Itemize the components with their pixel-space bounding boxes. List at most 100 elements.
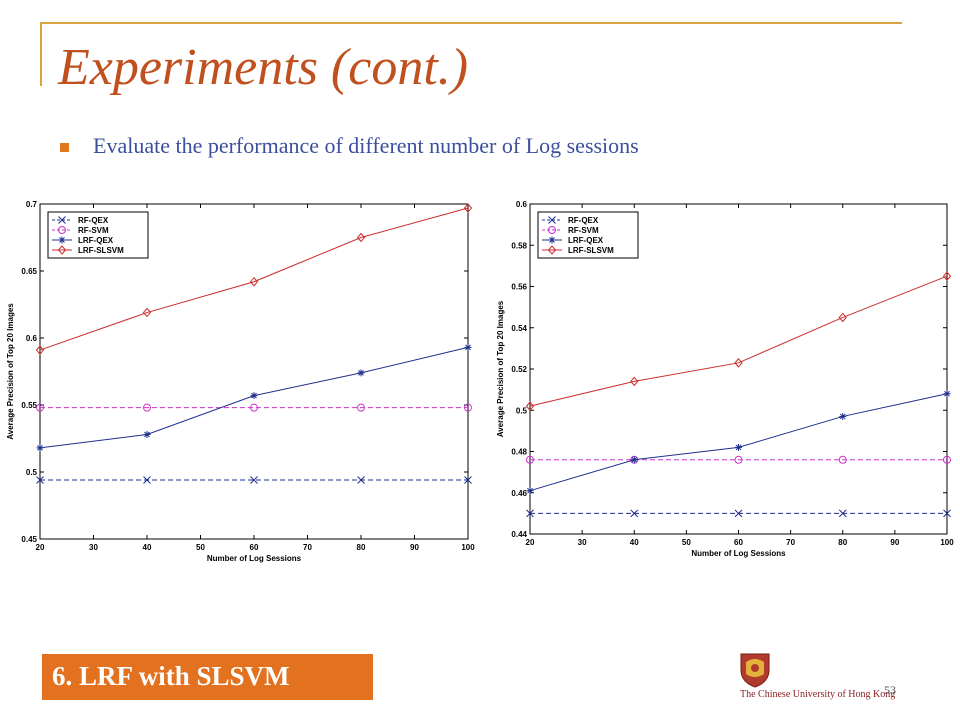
left-chart-legend-label-lrf-qex: LRF-QEX bbox=[78, 236, 114, 245]
page-number: 53 bbox=[884, 683, 896, 697]
left-chart-series-lrf-qex-point bbox=[357, 369, 365, 377]
right-chart-series-lrf-qex-point bbox=[526, 487, 534, 495]
right-chart-series-rf-svm-point bbox=[838, 455, 847, 464]
right-chart-y-tick-label: 0.6 bbox=[516, 200, 528, 209]
right-chart-y-tick-label: 0.48 bbox=[511, 448, 527, 457]
right-chart-x-tick-label: 60 bbox=[734, 538, 743, 547]
right-chart-series-rf-svm-point bbox=[734, 455, 743, 464]
left-chart-legend-label-rf-svm: RF-SVM bbox=[78, 226, 109, 235]
left-chart-y-tick-label: 0.65 bbox=[21, 267, 37, 276]
right-chart-legend-marker-rf-qex bbox=[548, 216, 556, 224]
right-chart-y-tick-label: 0.44 bbox=[511, 530, 527, 539]
left-chart-legend-label-lrf-slsvm: LRF-SLSVM bbox=[78, 246, 124, 255]
right-chart-series-rf-qex-point bbox=[943, 509, 951, 518]
section-footer: 6. LRF with SLSVM bbox=[42, 654, 373, 700]
left-chart-x-axis-label: Number of Log Sessions bbox=[207, 554, 302, 563]
left-chart-series-rf-qex-point bbox=[143, 476, 151, 484]
university-crest-icon bbox=[740, 653, 770, 688]
left-chart-series-lrf-qex-point bbox=[36, 444, 44, 452]
left-chart-series-lrf-slsvm-point bbox=[142, 307, 152, 318]
left-chart-x-tick-label: 80 bbox=[357, 543, 366, 552]
left-chart-series-lrf-slsvm-line bbox=[39, 207, 469, 351]
right-chart-series-rf-svm-point bbox=[943, 455, 951, 464]
left-chart-x-tick-label: 30 bbox=[89, 543, 98, 552]
left-chart-y-axis-label: Average Precision of Top 20 Images bbox=[6, 303, 15, 440]
left-chart-series-rf-svm-point bbox=[250, 403, 258, 412]
right-chart-y-tick-label: 0.46 bbox=[511, 489, 527, 498]
left-chart-series-rf-svm-point bbox=[357, 403, 365, 412]
right-chart-legend-marker-lrf-qex bbox=[548, 236, 556, 244]
left-chart-y-tick-label: 0.45 bbox=[21, 535, 37, 544]
left-chart-series-lrf-qex-point bbox=[250, 392, 258, 400]
right-chart-series-lrf-qex-point bbox=[735, 443, 742, 451]
right-chart-y-tick-label: 0.54 bbox=[511, 324, 527, 333]
bullet-text: Evaluate the performance of different nu… bbox=[93, 133, 639, 158]
left-chart-plot-frame bbox=[39, 203, 469, 540]
right-chart-y-tick-label: 0.56 bbox=[511, 283, 527, 292]
title-top-rule bbox=[40, 22, 902, 24]
left-chart-x-tick-label: 70 bbox=[303, 543, 312, 552]
left-chart-x-tick-label: 40 bbox=[143, 543, 152, 552]
right-chart-y-tick-label: 0.58 bbox=[511, 241, 527, 250]
left-chart-x-tick-label: 60 bbox=[250, 543, 259, 552]
right-chart-x-tick-label: 50 bbox=[682, 538, 691, 547]
right-chart-y-tick-label: 0.5 bbox=[516, 406, 528, 415]
left-chart-series-lrf-slsvm-point bbox=[356, 232, 366, 243]
left-chart-x-tick-label: 100 bbox=[461, 543, 475, 552]
left-chart-x-tick-label: 50 bbox=[196, 543, 205, 552]
right-chart-legend-label-rf-qex: RF-QEX bbox=[568, 216, 599, 225]
right-chart-y-tick-label: 0.52 bbox=[511, 365, 527, 374]
university-name: The Chinese University of Hong Kong bbox=[740, 689, 896, 700]
right-chart-x-tick-label: 100 bbox=[940, 538, 954, 547]
left-chart-legend-marker-lrf-slsvm bbox=[57, 245, 67, 255]
right-chart-series-rf-qex-point bbox=[526, 509, 534, 518]
right-chart-series-lrf-slsvm-point bbox=[838, 312, 847, 323]
right-chart-legend-label-lrf-slsvm: LRF-SLSVM bbox=[568, 246, 614, 255]
right-chart-series-rf-svm-point bbox=[526, 455, 534, 464]
left-chart-series-rf-qex-point bbox=[464, 476, 472, 484]
chart-left: 20 30 40 50 60 70 80 90 100 0.45 0.5 0.55 0.6 0.65 0.7… bbox=[6, 200, 475, 563]
footer-label: 6. LRF with SLSVM bbox=[52, 661, 290, 691]
left-chart-y-tick-label: 0.6 bbox=[26, 334, 38, 343]
left-chart-y-tick-label: 0.5 bbox=[26, 468, 38, 477]
left-chart-series-rf-svm-point bbox=[36, 403, 44, 412]
right-chart-x-tick-label: 30 bbox=[578, 538, 587, 547]
right-chart-series-lrf-slsvm-point bbox=[942, 271, 952, 281]
left-chart-legend-marker-rf-svm bbox=[58, 226, 66, 234]
left-chart-series-lrf-slsvm-point bbox=[463, 203, 473, 213]
right-chart-legend-label-lrf-qex: LRF-QEX bbox=[568, 236, 604, 245]
left-chart-series-rf-svm-point bbox=[464, 403, 472, 412]
right-chart-series-lrf-qex-point bbox=[839, 412, 847, 420]
right-chart-x-tick-label: 90 bbox=[890, 538, 899, 547]
left-chart-legend-label-rf-qex: RF-QEX bbox=[78, 216, 109, 225]
left-chart-legend-marker-rf-qex bbox=[58, 216, 66, 224]
right-chart-series-lrf-slsvm-point bbox=[525, 401, 535, 411]
right-chart-series-lrf-slsvm-point bbox=[734, 358, 743, 368]
left-chart-x-tick-label: 20 bbox=[36, 543, 45, 552]
right-chart-legend-marker-lrf-slsvm bbox=[547, 245, 557, 255]
left-chart-x-tick-label: 90 bbox=[410, 543, 419, 552]
right-chart-x-tick-label: 80 bbox=[838, 538, 847, 547]
right-chart-x-tick-label: 40 bbox=[630, 538, 639, 547]
right-chart-legend-marker-rf-svm bbox=[548, 226, 556, 234]
slide-title: Experiments (cont.) bbox=[58, 39, 469, 96]
left-chart-y-tick-label: 0.55 bbox=[21, 401, 37, 410]
bullet-marker bbox=[60, 143, 69, 152]
left-chart-y-tick-label: 0.7 bbox=[26, 200, 38, 209]
left-chart-series-lrf-slsvm-point bbox=[249, 276, 259, 287]
right-chart-series-lrf-slsvm-point bbox=[630, 376, 639, 387]
right-chart-x-tick-label: 70 bbox=[786, 538, 795, 547]
left-chart-series-rf-qex-point bbox=[250, 476, 258, 484]
right-chart-series-lrf-qex-point bbox=[630, 456, 638, 464]
chart-right: 20 30 40 50 60 70 80 90 100 0.44 0.46 0.48 0.5 0.52 0.… bbox=[496, 200, 954, 558]
right-chart-series-rf-qex-point bbox=[630, 509, 639, 518]
left-chart-series-rf-qex-point bbox=[357, 476, 365, 484]
left-chart-legend-marker-lrf-qex bbox=[58, 236, 66, 244]
right-chart-legend-label-rf-svm: RF-SVM bbox=[568, 226, 599, 235]
left-chart-series-lrf-qex-point bbox=[464, 343, 472, 351]
left-chart-series-rf-qex-point bbox=[36, 476, 44, 484]
right-chart-x-tick-label: 20 bbox=[526, 538, 535, 547]
right-chart-series-rf-qex-point bbox=[838, 509, 847, 518]
left-chart-series-lrf-qex-point bbox=[143, 430, 151, 438]
title-left-rule bbox=[40, 22, 42, 86]
